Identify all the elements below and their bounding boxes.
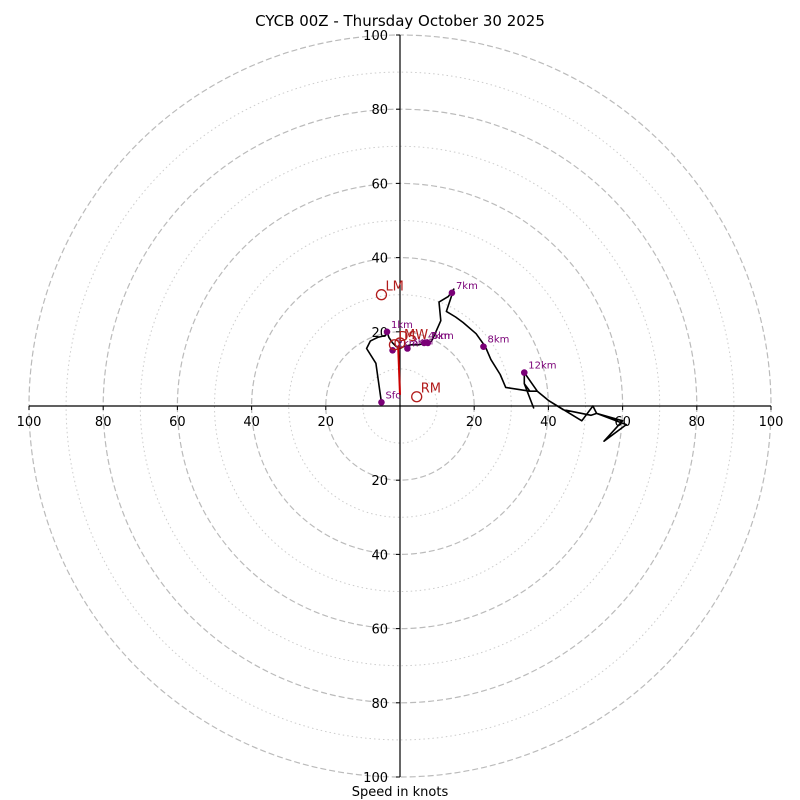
height-label-2km: 2km xyxy=(397,338,419,349)
y-tick-label: 40 xyxy=(371,548,388,563)
x-tick-label: 80 xyxy=(95,415,112,430)
x-axis-label: Speed in knots xyxy=(352,785,449,800)
height-marker-3km xyxy=(404,345,411,352)
height-marker-sfc xyxy=(378,398,385,406)
height-label-sfc: Sfc xyxy=(385,390,400,401)
y-tick-label: 20 xyxy=(371,474,388,489)
y-tick-label: 40 xyxy=(371,252,388,267)
x-tick-label: 60 xyxy=(169,415,186,430)
x-tick-label: 40 xyxy=(243,415,260,430)
x-tick-label: 80 xyxy=(689,415,706,430)
y-tick-label: 60 xyxy=(371,177,388,192)
storm-label-mw: MW xyxy=(404,328,428,343)
hodograph-trace-layer xyxy=(365,288,628,443)
height-marker-5km xyxy=(424,339,432,347)
y-tick-label: 100 xyxy=(363,29,388,44)
y-tick-label: 80 xyxy=(371,103,388,118)
tick-labels: 100 80 60 40 20 20 40 60 80 100100806040202040608… xyxy=(17,29,784,786)
axes xyxy=(29,35,771,777)
storm-label-ds: DS xyxy=(398,330,416,345)
storm-marker-rm xyxy=(411,391,423,403)
storm-marker-lm xyxy=(375,289,388,301)
x-tick-label: 100 xyxy=(759,415,784,430)
height-markers: Sfc1km2km3km4km5km7km8km12km xyxy=(378,281,557,406)
height-label-1km: 1km xyxy=(391,320,413,331)
hodograph-trace xyxy=(365,288,628,443)
y-tick-label: 60 xyxy=(371,623,388,638)
height-label-5km: 5km xyxy=(432,331,454,342)
x-tick-label: 40 xyxy=(540,415,557,430)
height-marker-1km xyxy=(383,328,391,336)
y-tick-label: 100 xyxy=(363,771,388,786)
height-marker-7km xyxy=(448,289,456,297)
height-label-7km: 7km xyxy=(456,281,478,292)
y-tick-label: 80 xyxy=(371,697,388,712)
x-tick-label: 20 xyxy=(318,415,335,430)
chart-title: CYCB 00Z - Thursday October 30 2025 xyxy=(255,12,545,30)
storm-marker-ds xyxy=(388,339,401,351)
height-marker-12km xyxy=(520,369,528,376)
y-tick-label: 20 xyxy=(371,326,388,341)
x-tick-label: 20 xyxy=(466,415,483,430)
storm-label-lm: LM xyxy=(385,280,403,295)
height-label-12km: 12km xyxy=(528,361,556,372)
height-marker-8km xyxy=(480,343,487,350)
x-tick-label: 100 xyxy=(17,415,42,430)
storm-marker-mw xyxy=(394,337,406,349)
shear-vector xyxy=(397,346,401,395)
height-label-8km: 8km xyxy=(487,335,509,346)
height-label-4km: 4km xyxy=(428,331,450,342)
storm-label-rm: RM xyxy=(421,382,441,397)
